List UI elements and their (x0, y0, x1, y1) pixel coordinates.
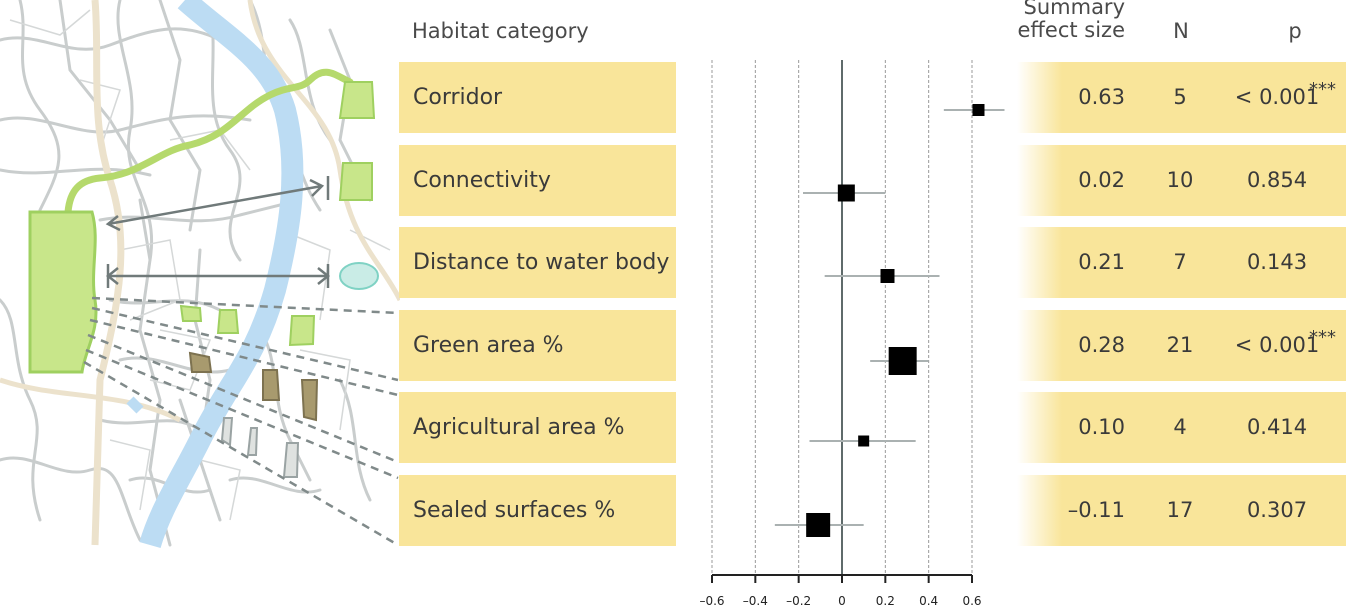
header-category: Habitat category (412, 19, 589, 43)
row-stats-connectivity: 0.02 10 0.854 (1017, 145, 1346, 216)
category-label: Corridor (413, 85, 503, 110)
water-target (339, 262, 379, 290)
category-label: Agricultural area % (413, 415, 625, 440)
row-label-distance: Distance to water body (399, 227, 676, 298)
category-label: Green area % (413, 333, 564, 358)
row-label-green-area: Green area % (399, 310, 676, 381)
x-tick-label: 0.6 (962, 594, 981, 607)
effect-marker (888, 347, 917, 375)
n-value: 10 (1166, 168, 1194, 192)
p-value: 0.854 (1246, 168, 1308, 192)
n-value: 5 (1173, 85, 1187, 109)
p-value: 0.414 (1246, 415, 1308, 439)
p-value: 0.143 (1246, 250, 1308, 274)
effect-marker (837, 184, 855, 202)
effect-marker (880, 269, 895, 283)
effect-size-value: –0.11 (1067, 498, 1125, 522)
n-value: 21 (1166, 333, 1194, 357)
x-tick-label: 0.2 (876, 594, 895, 607)
row-label-connectivity: Connectivity (399, 145, 676, 216)
header-effect-line2: effect size (1017, 18, 1125, 42)
distance-arrows (105, 176, 331, 288)
river (139, 0, 304, 549)
row-stats-agricultural: 0.10 4 0.414 (1017, 392, 1346, 463)
x-tick-label: –0.2 (786, 594, 811, 607)
x-tick-label: –0.4 (743, 594, 768, 607)
x-tick-label: 0 (838, 594, 846, 607)
n-value: 4 (1173, 415, 1187, 439)
category-label: Sealed surfaces % (413, 498, 616, 523)
header-effect-size: Summary effect size (1010, 0, 1125, 42)
effect-marker (972, 104, 985, 116)
category-label: Connectivity (413, 168, 551, 193)
header-p: p (1288, 19, 1302, 43)
connectivity-target-patch (338, 162, 373, 201)
corridor-target-patch (338, 81, 376, 119)
dashed-connectors (83, 296, 399, 547)
row-label-agricultural: Agricultural area % (399, 392, 676, 463)
significance-stars: *** (1309, 79, 1336, 100)
n-value: 7 (1173, 250, 1187, 274)
x-tick-label: –0.6 (699, 594, 724, 607)
row-stats-corridor: 0.63 5 < 0.001 *** (1017, 62, 1346, 133)
n-value: 17 (1166, 498, 1194, 522)
effect-size-value: 0.21 (1078, 250, 1125, 274)
x-tick-label: 0.4 (919, 594, 938, 607)
row-label-sealed: Sealed surfaces % (399, 475, 676, 546)
header-effect-line1: Summary (1023, 0, 1125, 19)
row-stats-green-area: 0.28 21 < 0.001 *** (1017, 310, 1346, 381)
p-value: < 0.001 (1234, 333, 1320, 357)
header-n: N (1173, 19, 1189, 43)
significance-stars: *** (1309, 327, 1336, 348)
effect-size-value: 0.10 (1078, 415, 1125, 439)
effect-marker (858, 435, 870, 447)
row-label-corridor: Corridor (399, 62, 676, 133)
p-value: 0.307 (1246, 498, 1308, 522)
corridor-line (64, 68, 354, 216)
effect-marker (806, 513, 831, 537)
row-stats-sealed: –0.11 17 0.307 (1017, 475, 1346, 546)
category-label: Distance to water body (413, 250, 670, 275)
city-map-illustration (0, 0, 400, 549)
effect-size-value: 0.28 (1078, 333, 1125, 357)
p-value: < 0.001 (1234, 85, 1320, 109)
row-stats-distance: 0.21 7 0.143 (1017, 227, 1346, 298)
effect-size-value: 0.63 (1078, 85, 1125, 109)
effect-size-value: 0.02 (1078, 168, 1125, 192)
